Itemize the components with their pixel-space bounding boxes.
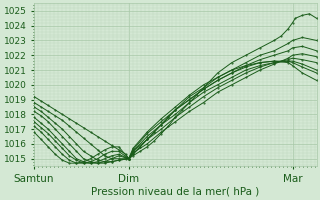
X-axis label: Pression niveau de la mer( hPa ): Pression niveau de la mer( hPa ) [91,187,260,197]
